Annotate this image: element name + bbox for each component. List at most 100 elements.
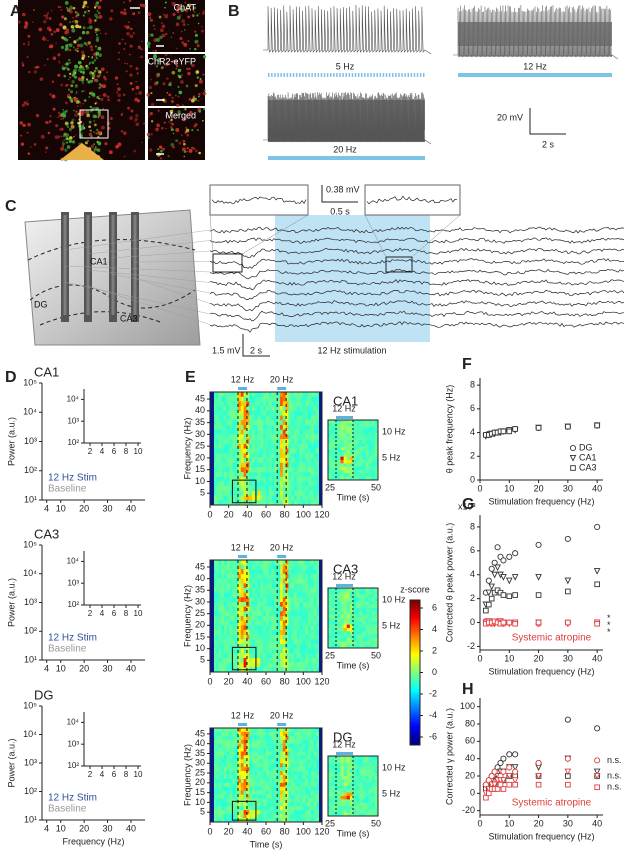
heatmap-cell xyxy=(305,782,309,788)
heatmap-cell xyxy=(285,443,289,449)
cell xyxy=(184,115,186,117)
heatmap-cell xyxy=(243,743,247,748)
heatmap-cell xyxy=(249,429,253,435)
heatmap-cell xyxy=(368,598,373,602)
cell xyxy=(17,20,21,24)
heatmap-cell xyxy=(235,778,239,784)
heatmap-cell xyxy=(257,806,261,811)
heatmap-cell xyxy=(331,436,335,441)
heatmap-cell xyxy=(356,802,360,807)
heatmap-cell xyxy=(282,802,286,807)
heatmap-cell xyxy=(294,476,298,482)
heatmap-cell xyxy=(302,597,306,603)
cell xyxy=(45,146,49,150)
colorbar-cell xyxy=(410,655,420,659)
heatmap-cell xyxy=(374,420,379,424)
heatmap-cell xyxy=(291,778,295,784)
heatmap-cell xyxy=(346,618,351,622)
heatmap-cell xyxy=(343,759,348,763)
heatmap-cell xyxy=(282,434,286,440)
heatmap-cell xyxy=(285,606,289,612)
heatmap-cell xyxy=(291,415,295,421)
heatmap-cell xyxy=(331,426,335,431)
heatmap-cell xyxy=(362,426,366,431)
heatmap-cell xyxy=(285,448,289,454)
heatmap-cell xyxy=(240,472,244,478)
heatmap-cell xyxy=(268,648,272,654)
heatmap-cell xyxy=(215,794,219,799)
heatmap-cell xyxy=(260,798,264,803)
cell xyxy=(88,125,92,129)
cell xyxy=(106,71,108,73)
heatmap-cell xyxy=(238,564,242,570)
heatmap-cell xyxy=(343,433,348,437)
heatmap-cell xyxy=(331,796,335,800)
heatmap-cell xyxy=(337,608,341,612)
heatmap-cell xyxy=(353,594,357,599)
heatmap-cell xyxy=(302,616,306,621)
x-tick-label: 20 xyxy=(534,483,544,493)
heatmap-cell xyxy=(235,583,239,589)
heatmap-cell xyxy=(218,495,222,501)
legend-label: Baseline xyxy=(48,484,87,495)
heatmap-cell xyxy=(246,495,250,501)
heatmap-cell xyxy=(331,618,335,622)
heatmap-cell xyxy=(353,433,357,437)
heatmap-cell xyxy=(340,594,344,599)
region-label: DG xyxy=(34,299,48,309)
heatmap-cell xyxy=(215,472,219,478)
cell xyxy=(92,114,97,119)
heatmap-cell xyxy=(232,401,236,407)
heatmap-cell xyxy=(328,450,332,454)
heatmap-cell xyxy=(254,415,258,421)
heatmap-cell xyxy=(249,620,253,626)
heatmap-cell xyxy=(271,782,275,788)
heatmap-cell xyxy=(371,802,376,807)
heatmap-cell xyxy=(238,806,242,811)
heatmap-cell xyxy=(268,443,272,449)
heatmap-cell xyxy=(374,792,379,797)
heatmap-cell xyxy=(310,786,314,791)
heatmap-cell xyxy=(310,495,314,501)
cell xyxy=(89,45,93,49)
heatmap-cell xyxy=(260,648,264,654)
heatmap-cell xyxy=(266,814,270,819)
heatmap-cell xyxy=(291,739,295,744)
heatmap-cell xyxy=(349,604,354,609)
heatmap-cell xyxy=(229,588,233,593)
cell xyxy=(118,51,120,54)
heatmap-cell xyxy=(268,429,272,435)
heatmap-cell xyxy=(371,436,376,441)
heatmap-cell xyxy=(310,396,314,402)
x-tick-label: 100 xyxy=(296,676,311,686)
heatmap-cell xyxy=(313,500,317,506)
heatmap-cell xyxy=(305,630,309,635)
colorbar-cell xyxy=(410,619,420,623)
heatmap-cell xyxy=(299,597,303,603)
trace-label: 5 Hz xyxy=(336,61,355,71)
heatmap-cell xyxy=(371,473,376,477)
heatmap-cell xyxy=(257,592,261,598)
heatmap-cell xyxy=(291,578,295,584)
heatmap-cell xyxy=(221,467,225,473)
heatmap-cell xyxy=(334,789,338,793)
heatmap-cell xyxy=(294,667,298,673)
heatmap-cell xyxy=(282,429,286,435)
heatmap-cell xyxy=(221,560,225,565)
heatmap-cell xyxy=(268,667,272,673)
heatmap-cell xyxy=(226,410,230,416)
heatmap-cell xyxy=(260,778,264,784)
heatmap-cell xyxy=(263,560,267,565)
cell xyxy=(93,123,97,127)
cell xyxy=(90,144,94,148)
heatmap-cell xyxy=(212,406,216,412)
cell xyxy=(202,119,204,122)
heatmap-cell xyxy=(240,401,244,407)
cell xyxy=(168,93,172,97)
heatmap-cell xyxy=(280,396,284,402)
heatmap-cell xyxy=(260,500,264,506)
probe-lead xyxy=(110,273,211,294)
heatmap-cell xyxy=(328,799,332,803)
heatmap-cell xyxy=(299,616,303,621)
cell xyxy=(88,63,90,65)
